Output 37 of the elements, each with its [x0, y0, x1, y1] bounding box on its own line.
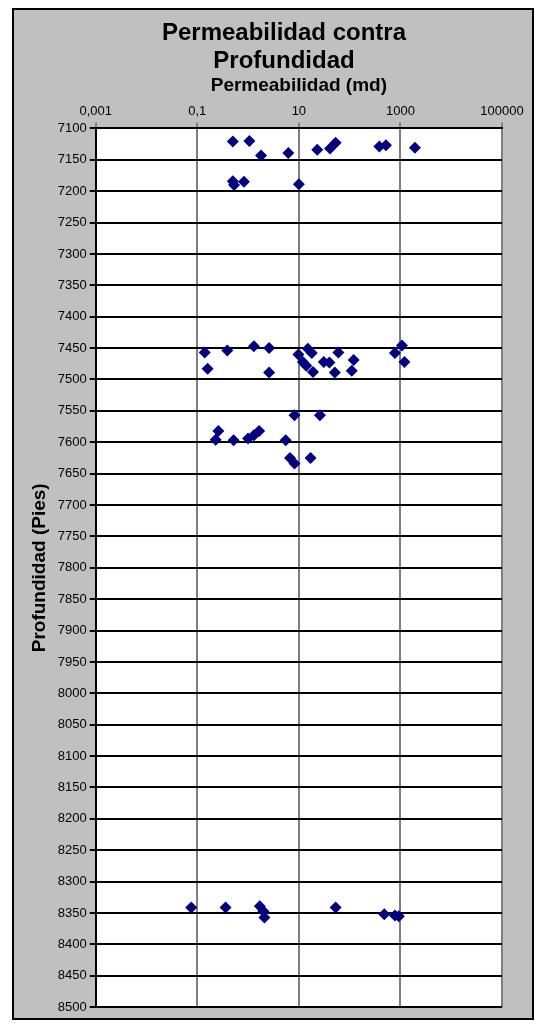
y-tick-label: 8300	[57, 873, 87, 889]
y-tick-label: 7200	[57, 182, 87, 198]
x-tick-label: 0,001	[79, 103, 112, 119]
y-tick-label: 7900	[57, 622, 87, 638]
y-tick-label: 7800	[57, 559, 87, 575]
x-tick-label: 0,1	[188, 103, 207, 119]
y-tick-label: 8450	[57, 967, 87, 983]
y-tick-label: 7500	[57, 371, 87, 387]
y-tick-label: 8400	[57, 936, 87, 952]
y-tick-label: 8200	[57, 810, 87, 826]
y-tick-label: 7550	[57, 402, 87, 418]
y-tick-label: 7150	[57, 151, 87, 167]
y-tick-label: 7450	[57, 339, 87, 355]
y-tick-label: 7700	[57, 496, 87, 512]
x-axis-title: Permeabilidad (md)	[210, 73, 388, 95]
y-tick-label: 8350	[57, 904, 87, 920]
y-tick-label: 8500	[57, 998, 87, 1014]
y-tick-label: 8050	[57, 716, 87, 732]
y-tick-label: 7250	[57, 214, 87, 230]
y-tick-label: 8000	[57, 684, 87, 700]
y-axis-title: Profundidad (Pies)	[27, 483, 49, 653]
y-tick-label: 7600	[57, 433, 87, 449]
y-tick-label: 7300	[57, 245, 87, 261]
y-tick-label: 7950	[57, 653, 87, 669]
y-tick-label: 7750	[57, 527, 87, 543]
x-tick-label: 100000	[480, 103, 524, 119]
y-tick-label: 7650	[57, 465, 87, 481]
y-tick-label: 7400	[57, 308, 87, 324]
chart-title: Permeabilidad contra Profundidad	[160, 18, 408, 74]
y-tick-label: 7350	[57, 276, 87, 292]
y-tick-label: 8100	[57, 747, 87, 763]
y-tick-label: 7100	[57, 119, 87, 135]
x-tick-label: 1000	[385, 103, 415, 119]
y-tick-label: 8250	[57, 841, 87, 857]
y-tick-label: 7850	[57, 590, 87, 606]
y-tick-label: 8150	[57, 779, 87, 795]
x-tick-label: 10	[291, 103, 307, 119]
